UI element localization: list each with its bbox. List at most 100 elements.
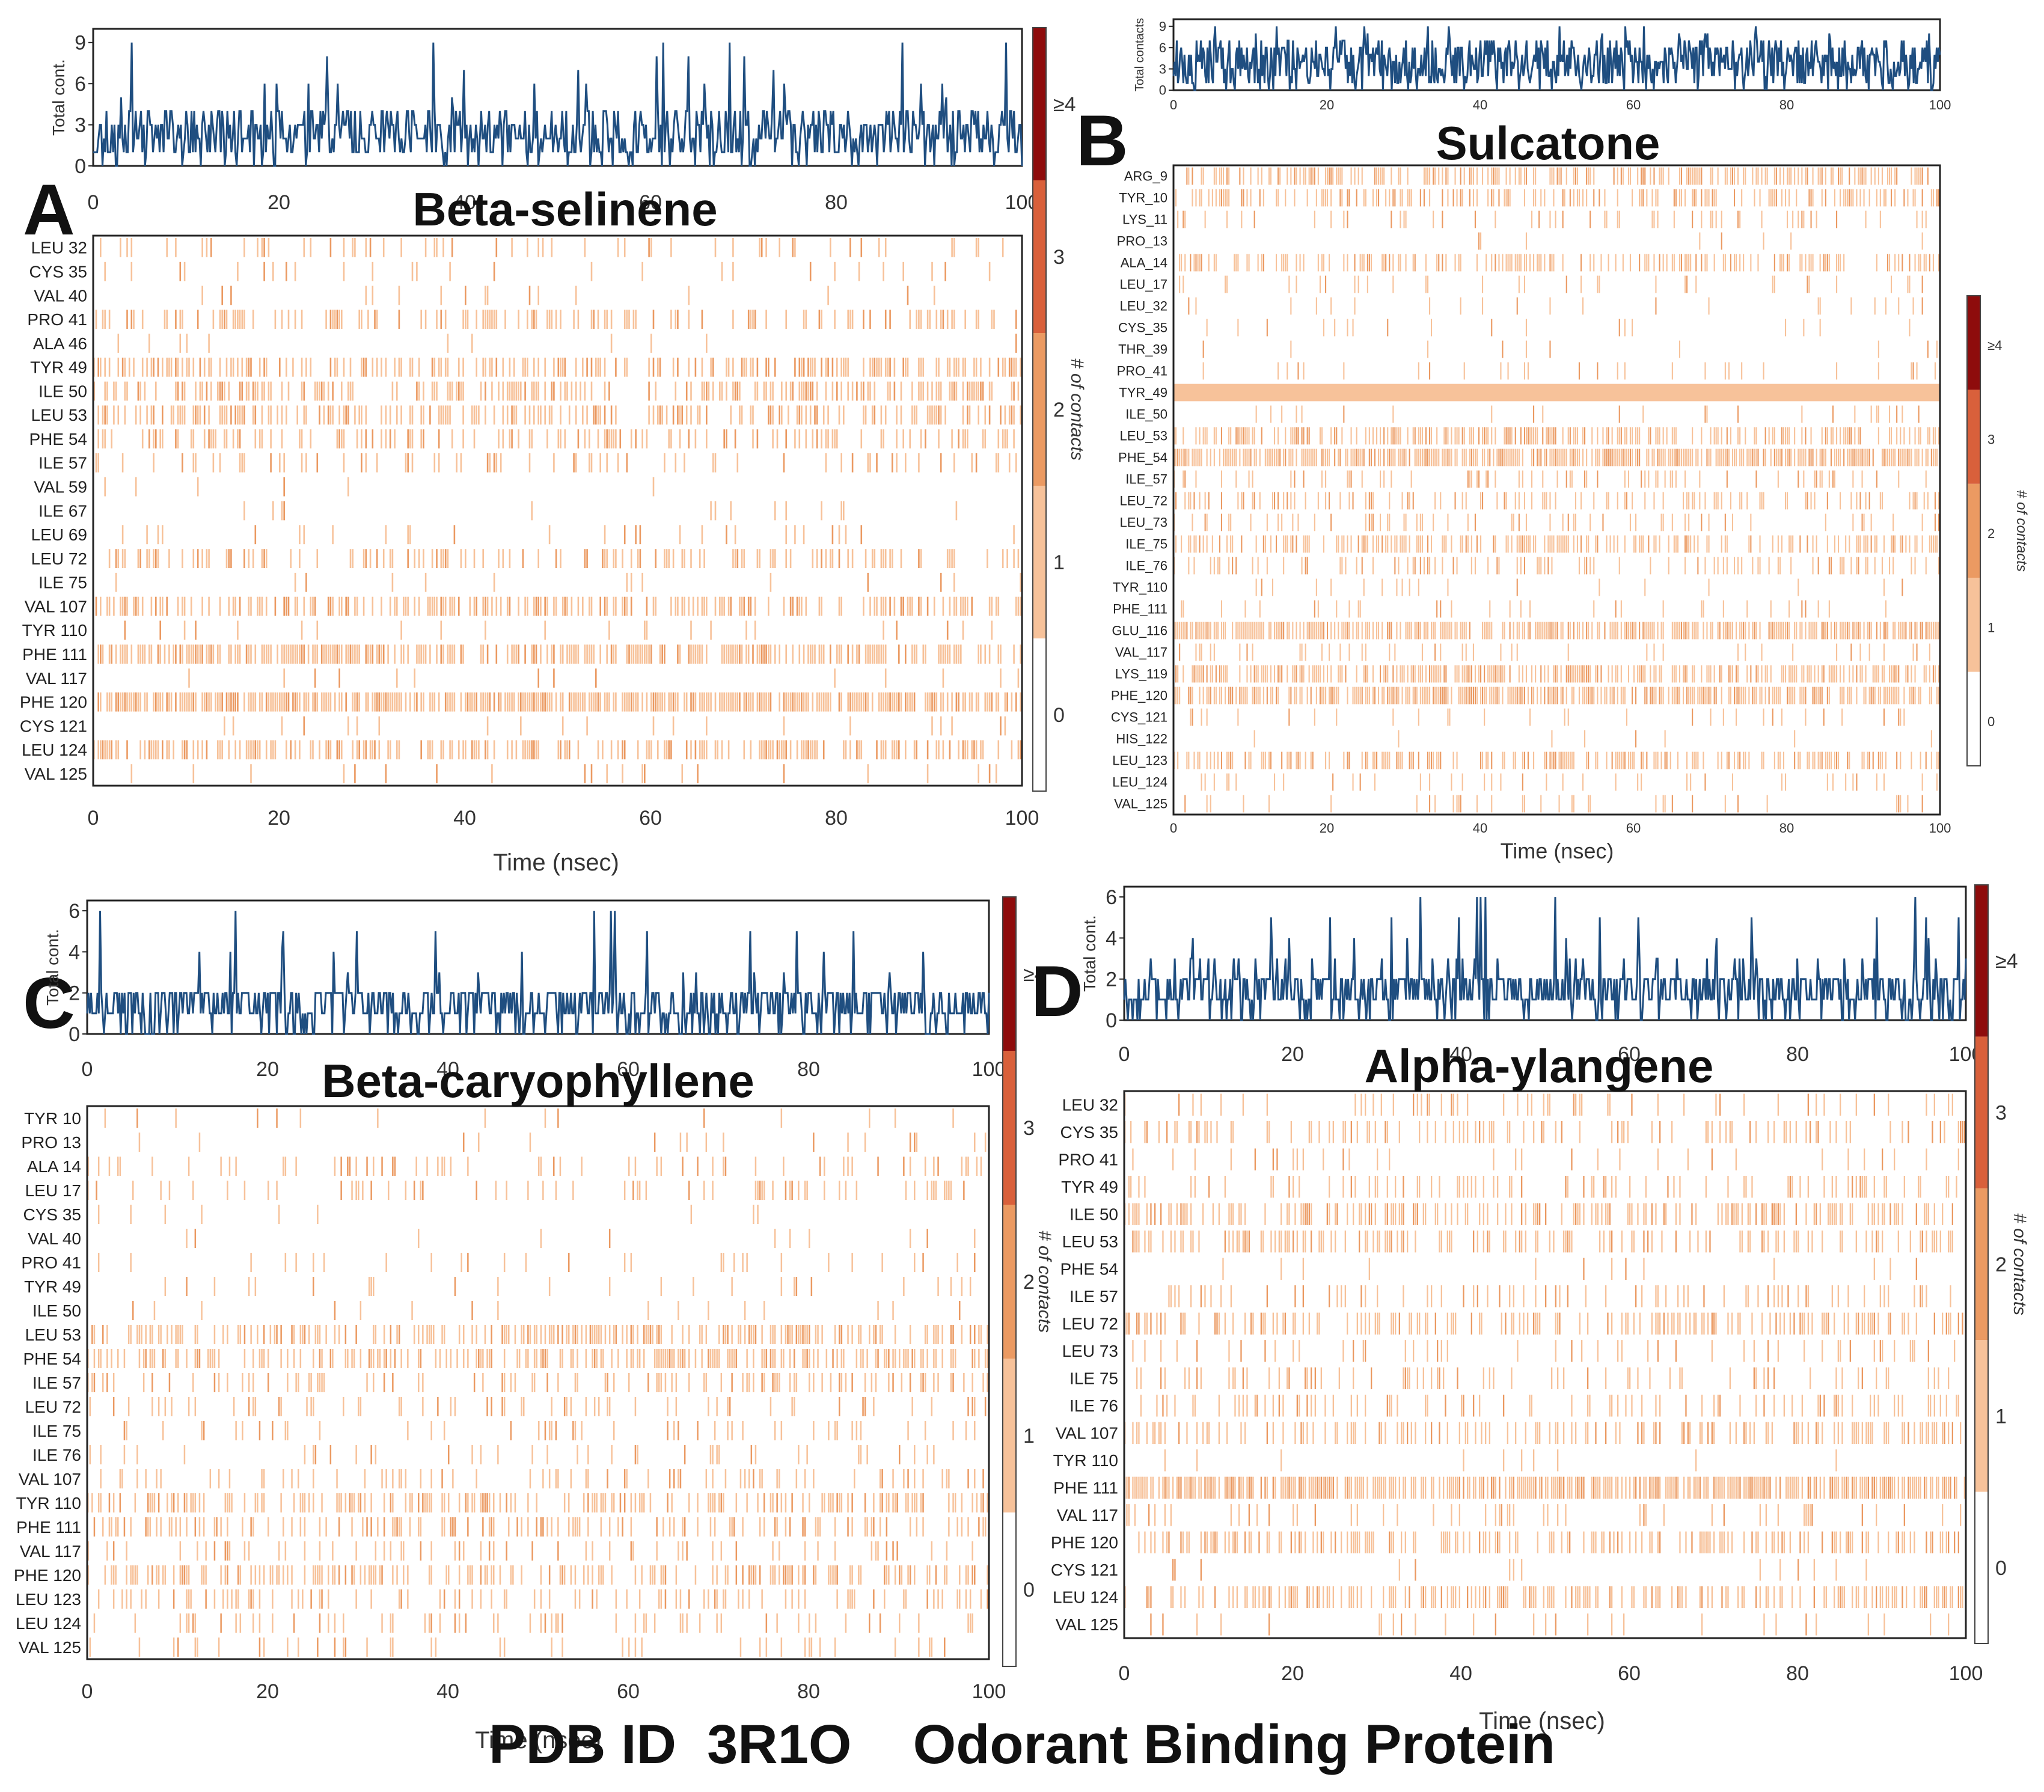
contact-mark xyxy=(1662,600,1664,618)
contact-mark xyxy=(506,405,509,425)
contact-mark xyxy=(500,453,502,472)
contact-mark xyxy=(1310,687,1312,705)
contact-mark xyxy=(1792,535,1794,553)
contact-mark xyxy=(1653,210,1655,228)
contact-mark xyxy=(1270,448,1271,466)
contact-mark xyxy=(1724,362,1726,380)
contact-mark xyxy=(1410,189,1412,207)
contact-mark xyxy=(546,310,548,329)
contact-mark xyxy=(789,692,792,712)
contact-mark xyxy=(97,644,99,664)
contact-mark xyxy=(821,501,822,521)
contact-mark xyxy=(1257,687,1259,705)
contact-mark xyxy=(1410,665,1412,683)
contact-mark xyxy=(1870,513,1872,531)
contact-mark xyxy=(1932,189,1934,207)
contact-mark xyxy=(1414,622,1416,640)
contact-mark xyxy=(354,596,356,616)
contact-mark xyxy=(623,238,626,257)
contact-mark xyxy=(1350,427,1352,445)
contact-mark xyxy=(1841,557,1843,575)
contact-mark xyxy=(1565,665,1567,683)
contact-mark xyxy=(730,501,732,521)
contact-mark xyxy=(1387,513,1389,531)
contact-mark xyxy=(1755,622,1757,640)
heatmap-row: PRO 41 xyxy=(27,310,1017,329)
contact-mark xyxy=(684,453,685,472)
contact-mark xyxy=(708,381,710,401)
contact-mark xyxy=(1244,600,1246,618)
contact-mark xyxy=(1482,275,1484,293)
contact-mark xyxy=(628,644,630,664)
contact-mark xyxy=(1338,665,1339,683)
contact-mark xyxy=(250,596,252,616)
contact-mark xyxy=(162,525,164,545)
contact-mark xyxy=(884,644,887,664)
contact-mark xyxy=(1243,427,1244,445)
contact-mark xyxy=(849,238,851,257)
contact-mark xyxy=(595,692,597,712)
contact-mark xyxy=(933,405,935,425)
contact-mark xyxy=(139,405,141,425)
contact-mark xyxy=(1537,687,1538,705)
contact-mark xyxy=(1303,665,1305,683)
contact-mark xyxy=(1472,427,1474,445)
contact-mark xyxy=(1443,448,1445,466)
contact-mark xyxy=(515,644,518,664)
heatmap-row: PHE 54 xyxy=(29,429,1015,448)
contact-mark xyxy=(1486,622,1487,640)
contact-mark xyxy=(1650,557,1651,575)
contact-mark xyxy=(1219,557,1220,575)
contact-mark xyxy=(1896,665,1898,683)
contact-mark xyxy=(1706,665,1708,683)
xtick-label: 60 xyxy=(639,807,662,830)
contact-mark xyxy=(1518,513,1520,531)
contact-mark xyxy=(1741,557,1743,575)
residue-label: LEU_32 xyxy=(1119,299,1167,314)
contact-mark xyxy=(301,620,303,640)
contact-mark xyxy=(423,692,424,712)
contact-mark xyxy=(1883,189,1885,207)
contact-mark xyxy=(192,644,195,664)
contact-mark xyxy=(1750,513,1752,531)
contact-mark xyxy=(381,644,382,664)
contact-mark xyxy=(971,740,973,760)
contact-mark xyxy=(1877,405,1879,423)
contact-mark xyxy=(1279,167,1281,185)
contact-mark xyxy=(1573,687,1574,705)
heatmap-bg xyxy=(93,236,1022,786)
contact-mark xyxy=(228,381,230,401)
contact-mark xyxy=(1516,535,1518,553)
contact-mark xyxy=(1312,167,1314,185)
contact-mark xyxy=(1816,535,1817,553)
contact-mark xyxy=(830,549,831,568)
contact-mark xyxy=(175,644,177,664)
contact-mark xyxy=(409,429,411,448)
contact-mark xyxy=(1201,254,1202,272)
contact-mark xyxy=(1819,448,1821,466)
contact-mark xyxy=(847,310,849,329)
contact-mark xyxy=(1315,622,1317,640)
contact-mark xyxy=(805,405,807,425)
contact-mark xyxy=(988,596,991,616)
contact-mark xyxy=(1460,297,1461,315)
contact-mark xyxy=(1389,254,1391,272)
contact-mark xyxy=(241,453,243,472)
contact-mark xyxy=(821,549,822,568)
contact-mark xyxy=(1671,665,1673,683)
contact-mark xyxy=(1211,665,1213,683)
contact-mark xyxy=(1807,665,1808,683)
contact-mark xyxy=(1923,492,1925,510)
contact-mark xyxy=(1666,254,1668,272)
contact-mark xyxy=(1597,622,1599,640)
heatmap-row: TYR_49 xyxy=(1119,384,1940,402)
contact-mark xyxy=(1712,189,1713,207)
contact-mark xyxy=(1660,622,1662,640)
contact-mark xyxy=(1306,189,1308,207)
contact-mark xyxy=(626,572,628,592)
contact-mark xyxy=(1380,448,1382,466)
contact-mark xyxy=(991,620,993,640)
contact-mark xyxy=(1504,492,1505,510)
contact-mark xyxy=(1467,513,1469,531)
contact-mark xyxy=(155,549,157,568)
